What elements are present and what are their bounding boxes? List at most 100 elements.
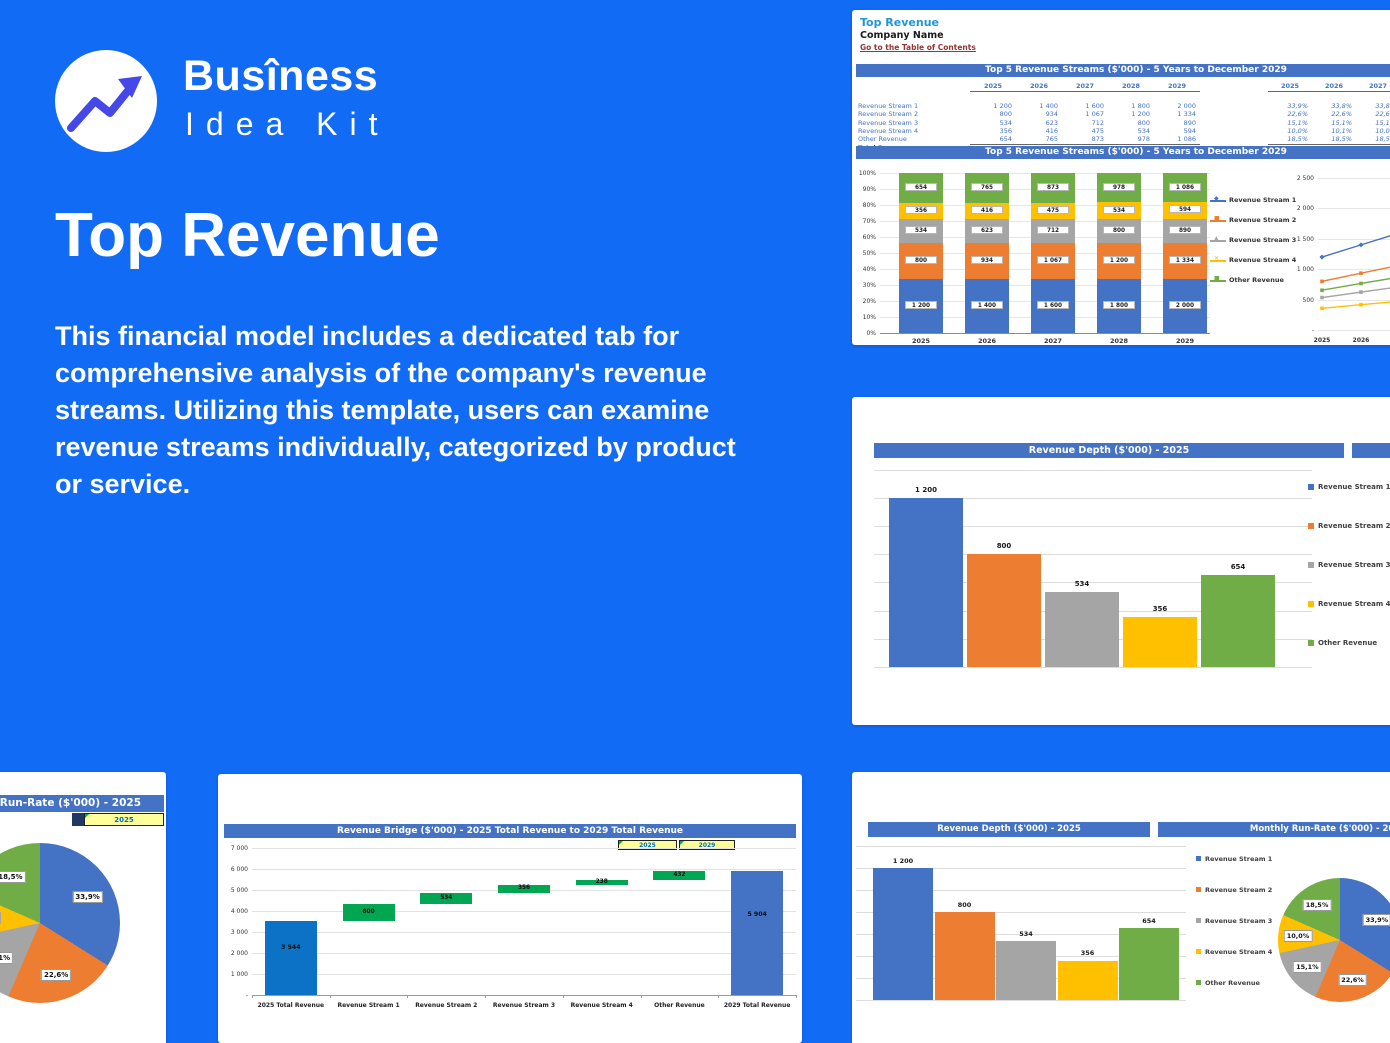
y-tick-label: 1 000 — [1296, 266, 1314, 274]
chart-banner: Top 5 Revenue Streams ($'000) - 5 Years … — [856, 146, 1390, 159]
data-label: 1 086 — [1169, 182, 1201, 191]
gridline — [252, 974, 796, 975]
bridge-from-selector[interactable]: 2025 — [618, 840, 677, 850]
gridline — [252, 953, 796, 954]
year-selector-value: 2025 — [114, 816, 134, 824]
cell-value: 712 — [1091, 118, 1104, 127]
bridge-banner: Revenue Bridge ($'000) - 2025 Total Reve… — [224, 824, 796, 838]
year-header: 2027 — [1356, 82, 1390, 92]
legend-swatch — [1196, 887, 1201, 892]
data-label: 356 — [517, 885, 531, 892]
toc-link[interactable]: Go to the Table of Contents — [860, 43, 976, 52]
cell-pct: 10,0% — [1375, 126, 1390, 135]
legend-label: Revenue Stream 1 — [1205, 855, 1273, 863]
depth-bar-chart: 1 200 800 534 356 654 — [874, 459, 1344, 684]
panel-revenue-bridge: Revenue Bridge ($'000) - 2025 Total Reve… — [218, 774, 802, 1043]
sheet-title: Top Revenue — [860, 16, 939, 29]
y-tick-label: 1 500 — [1296, 235, 1314, 243]
x-tick-label: 2026 — [1352, 337, 1370, 344]
depth-legend-small: Revenue Stream 1 Revenue Stream 2 Revenue … — [1196, 855, 1326, 1015]
runrate-banner-small: Monthly Run-Rate ($'000) - 2025 — [1158, 822, 1390, 837]
x-tick-label: 2027 — [1386, 337, 1390, 344]
axis-tick — [796, 995, 797, 998]
waterfall-bar — [264, 920, 317, 995]
waterfall-chart: - 1 000 2 000 3 000 4 000 5 000 6 000 7 000 3 54… — [218, 845, 802, 1023]
data-label: 432 — [673, 872, 686, 879]
bridge-to-selector[interactable]: 2029 — [679, 840, 735, 850]
x-axis-line — [880, 333, 1210, 334]
legend-label: Revenue Stream 4 — [1229, 256, 1297, 264]
waterfall-bar — [498, 885, 550, 893]
line-chart-svg — [1319, 235, 1390, 311]
depth-legend: Revenue Stream 1 Revenue Stream 2 Revenue … — [1308, 483, 1390, 683]
axis-tick — [718, 995, 720, 998]
cell-value: 475 — [1091, 126, 1104, 135]
legend-line — [1210, 220, 1226, 222]
pie-label: 22,6% — [1338, 974, 1367, 987]
y-tick-label: 30% — [862, 282, 876, 289]
legend-swatch — [1308, 640, 1314, 646]
cell-value: 534 — [1137, 126, 1150, 135]
legend-swatch — [1196, 918, 1201, 923]
legend-swatch — [1308, 601, 1314, 607]
gridline — [874, 582, 1312, 584]
data-label: 1 600 — [1037, 300, 1069, 309]
cell-pct: 15,1% — [1375, 118, 1390, 127]
cell-pct: 22,6% — [1287, 110, 1308, 119]
gridline — [1318, 208, 1390, 210]
next-banner-segment — [1352, 443, 1390, 458]
cell-pct: 18,5% — [1375, 135, 1390, 144]
cell-pct: 15,1% — [1287, 118, 1308, 127]
legend-swatch — [1196, 856, 1201, 861]
pie-label: 33,9% — [72, 890, 103, 903]
y-tick-label: 500 — [1302, 296, 1314, 304]
axis-tick — [329, 995, 331, 998]
brand-name-line2: Idea Kit — [185, 106, 390, 142]
cell-pct: 33,9% — [1287, 102, 1308, 110]
revenue-table: 202520262027202820292025202620272028Reve… — [852, 80, 1390, 154]
gridline — [856, 846, 1186, 847]
y-tick-label: 1 000 — [230, 971, 248, 978]
data-label: 654 — [1230, 562, 1246, 571]
bar — [1119, 928, 1179, 1000]
x-tick-label: Other Revenue — [654, 1002, 705, 1009]
data-label: 534 — [905, 225, 937, 234]
cell-value: 1 200 — [1131, 110, 1150, 119]
legend-swatch — [1196, 949, 1201, 954]
y-tick-label: 20% — [862, 298, 876, 305]
cell-value: 978 — [1137, 135, 1150, 144]
y-tick-label: 2 000 — [230, 950, 248, 957]
x-tick-label: Revenue Stream 2 — [415, 1002, 478, 1009]
bridge-to-value: 2029 — [698, 842, 716, 849]
x-tick-label: 2025 Total Revenue — [257, 1002, 325, 1009]
y-tick-label: 4 000 — [230, 908, 248, 915]
data-label: 890 — [1169, 225, 1201, 234]
gridline — [856, 868, 1186, 869]
cell-value: 654 — [999, 135, 1012, 144]
gridline — [856, 934, 1186, 935]
legend-line — [1210, 280, 1226, 282]
year-header: 2025 — [970, 82, 1016, 92]
cell-value: 1 067 — [1085, 110, 1104, 119]
brand-name-line1: Busîness — [183, 52, 379, 100]
data-label: 654 — [905, 182, 937, 191]
year-selector[interactable]: 2025 — [84, 813, 164, 826]
pie-label: 15,1% — [1293, 960, 1322, 973]
dropdown-corner-icon — [680, 841, 684, 845]
cell-value: 765 — [1045, 135, 1058, 144]
x-tick-label: 2025 — [1313, 337, 1331, 344]
bar — [873, 868, 933, 1000]
bar — [1057, 960, 1118, 1000]
y-tick-label: 10% — [862, 314, 876, 321]
depth-banner-small: Revenue Depth ($'000) - 2025 — [868, 822, 1150, 837]
row-label: Revenue Stream 3 — [858, 118, 919, 127]
cell-value: 1 400 — [1039, 102, 1058, 110]
data-label: 654 — [1142, 916, 1156, 925]
cell-pct: 22,6% — [1331, 110, 1352, 119]
data-label: 934 — [971, 255, 1003, 264]
legend-label: Other Revenue — [1229, 276, 1284, 284]
data-label: 800 — [362, 908, 375, 915]
axis-tick — [407, 995, 409, 998]
cell-pct: 18,5% — [1331, 135, 1352, 144]
cell-pct: 10,0% — [1287, 126, 1308, 135]
